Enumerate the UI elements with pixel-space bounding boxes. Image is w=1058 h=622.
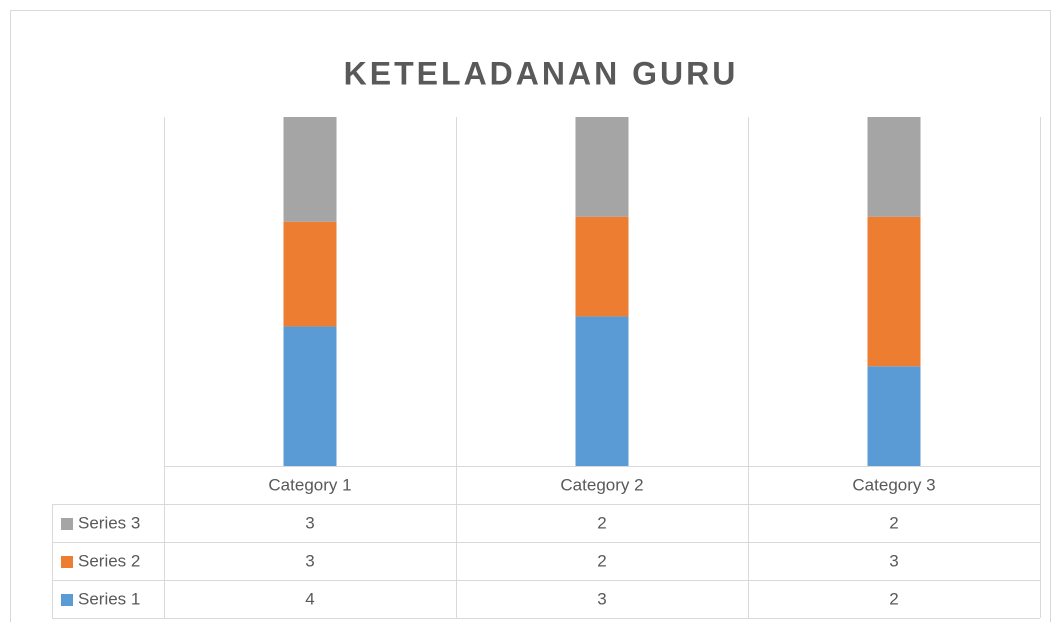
- table-cell: 4: [305, 589, 314, 608]
- table-cell: 2: [597, 513, 606, 532]
- table-cell: 3: [597, 589, 606, 608]
- bar-segment: [575, 117, 629, 217]
- bar-segment: [867, 216, 921, 367]
- legend-label: Series 3: [78, 513, 140, 532]
- bar-segment: [283, 117, 337, 222]
- legend-swatch: [61, 594, 73, 606]
- x-tick-label: Category 3: [852, 475, 935, 494]
- bar-segment: [283, 326, 337, 466]
- bar-segment: [575, 316, 629, 466]
- x-tick-label: Category 2: [560, 475, 643, 494]
- bar-segment: [283, 221, 337, 327]
- table-cell: 2: [889, 513, 898, 532]
- bar-segment: [867, 117, 921, 217]
- table-cell: 3: [305, 551, 314, 570]
- legend-label: Series 1: [78, 589, 140, 608]
- table-cell: 2: [597, 551, 606, 570]
- legend-swatch: [61, 556, 73, 568]
- legend-label: Series 2: [78, 551, 140, 570]
- table-cell: 3: [889, 551, 898, 570]
- x-tick-label: Category 1: [268, 475, 351, 494]
- bar-segment: [867, 366, 921, 466]
- table-cell: 2: [889, 589, 898, 608]
- table-cell: 3: [305, 513, 314, 532]
- legend-swatch: [61, 518, 73, 530]
- bar-segment: [575, 216, 629, 317]
- chart-title: KETELADANAN GURU: [344, 55, 739, 91]
